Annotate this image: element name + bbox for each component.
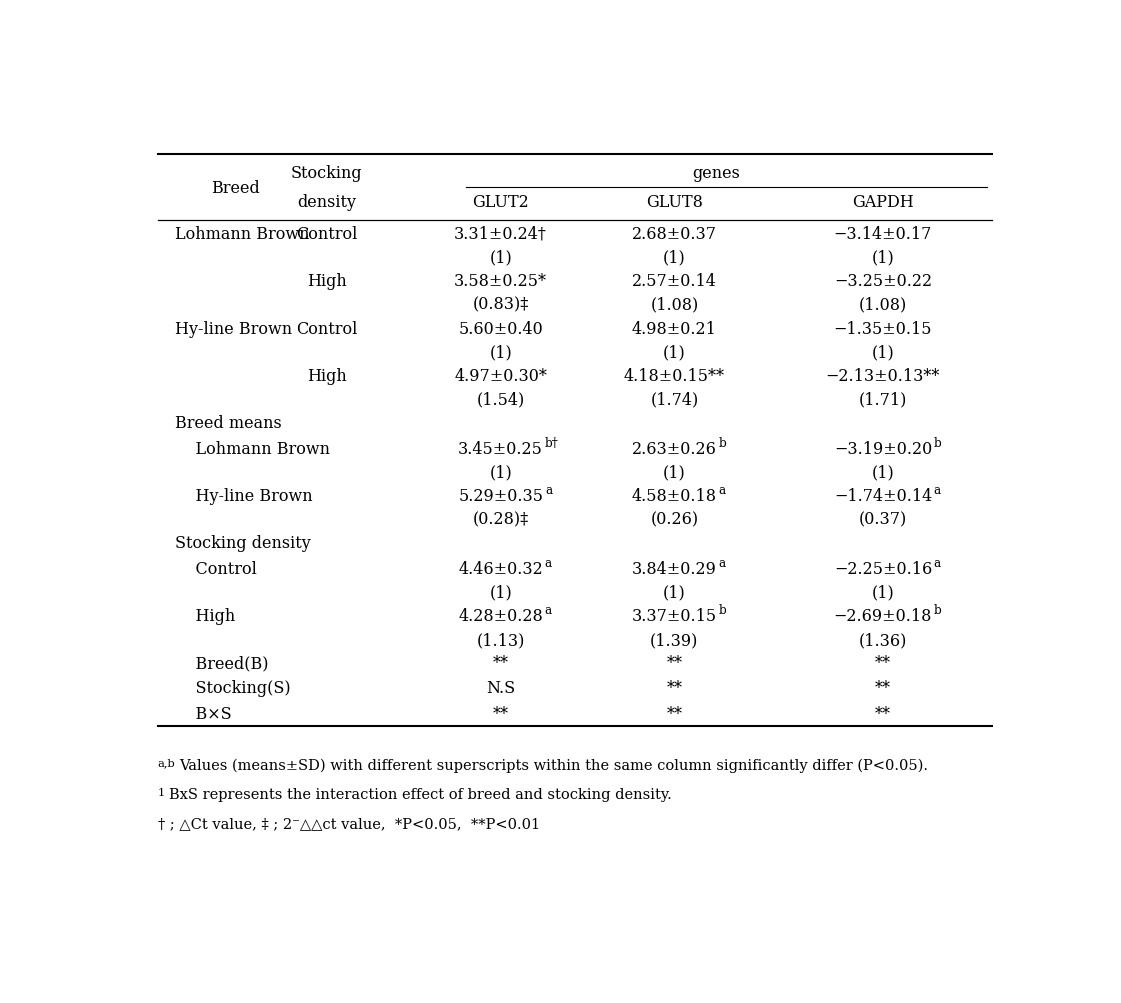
Text: B×S: B×S [175,705,232,722]
Text: Control: Control [296,320,358,337]
Text: (1.13): (1.13) [476,631,525,648]
Text: −3.25±0.22: −3.25±0.22 [834,273,932,290]
Text: b: b [719,436,726,449]
Text: a: a [719,483,725,496]
Text: (1): (1) [489,344,512,361]
Text: **: ** [874,705,891,722]
Text: BxS represents the interaction effect of breed and stocking density.: BxS represents the interaction effect of… [169,787,671,800]
Text: High: High [175,608,235,625]
Text: (1): (1) [871,344,895,361]
Text: (0.83)‡: (0.83)‡ [472,297,529,314]
Text: 4.46±0.32: 4.46±0.32 [458,561,543,578]
Text: Hy-line Brown: Hy-line Brown [175,487,313,505]
Text: 2.68±0.37: 2.68±0.37 [632,226,717,243]
Text: Control: Control [296,226,358,243]
Text: (1): (1) [489,464,512,480]
Text: −2.25±0.16: −2.25±0.16 [834,561,932,578]
Text: b: b [934,436,942,449]
Text: (1): (1) [871,464,895,480]
Text: −2.69±0.18: −2.69±0.18 [834,608,933,625]
Text: GLUT2: GLUT2 [472,194,529,211]
Text: (0.26): (0.26) [650,512,698,529]
Text: a,b: a,b [157,757,175,767]
Text: (0.37): (0.37) [859,512,907,529]
Text: (1): (1) [663,344,686,361]
Text: −3.14±0.17: −3.14±0.17 [834,226,933,243]
Text: 5.29±0.35: 5.29±0.35 [458,487,544,505]
Text: b†: b† [545,436,558,449]
Text: a: a [719,557,725,570]
Text: (1): (1) [489,584,512,601]
Text: a: a [545,483,552,496]
Text: 3.84±0.29: 3.84±0.29 [632,561,716,578]
Text: b: b [719,604,726,617]
Text: −3.19±0.20: −3.19±0.20 [834,440,932,457]
Text: 2.63±0.26: 2.63±0.26 [632,440,716,457]
Text: a: a [545,557,552,570]
Text: a: a [545,604,552,617]
Text: GLUT8: GLUT8 [646,194,703,211]
Text: b: b [934,604,942,617]
Text: density: density [297,194,356,211]
Text: **: ** [666,680,683,697]
Text: **: ** [874,680,891,697]
Text: 1: 1 [157,787,165,796]
Text: −1.35±0.15: −1.35±0.15 [834,320,933,337]
Text: (1): (1) [489,250,512,267]
Text: a: a [934,483,941,496]
Text: **: ** [492,654,509,671]
Text: −2.13±0.13**: −2.13±0.13** [826,367,941,384]
Text: (1): (1) [663,464,686,480]
Text: 3.58±0.25*: 3.58±0.25* [454,273,547,290]
Text: 4.58±0.18: 4.58±0.18 [632,487,717,505]
Text: Lohmann Brown: Lohmann Brown [175,440,330,457]
Text: 4.98±0.21: 4.98±0.21 [632,320,716,337]
Text: (0.28)‡: (0.28)‡ [473,512,529,529]
Text: 3.45±0.25: 3.45±0.25 [458,440,543,457]
Text: Breed: Breed [212,180,260,197]
Text: High: High [307,273,346,290]
Text: (1.74): (1.74) [650,391,698,408]
Text: 3.31±0.24†: 3.31±0.24† [454,226,547,243]
Text: Control: Control [175,561,257,578]
Text: (1.08): (1.08) [650,297,698,314]
Text: (1.54): (1.54) [476,391,525,408]
Text: High: High [307,367,346,384]
Text: −1.74±0.14: −1.74±0.14 [834,487,932,505]
Text: (1): (1) [871,250,895,267]
Text: 2.57±0.14: 2.57±0.14 [632,273,716,290]
Text: 5.60±0.40: 5.60±0.40 [458,320,543,337]
Text: genes: genes [692,165,740,182]
Text: **: ** [666,705,683,722]
Text: † ; △Ct value, ‡ ; 2⁻△△ct value,  *P<0.05,  **P<0.01: † ; △Ct value, ‡ ; 2⁻△△ct value, *P<0.05… [157,816,539,830]
Text: Stocking(S): Stocking(S) [175,680,290,697]
Text: 4.97±0.30*: 4.97±0.30* [454,367,547,384]
Text: (1.36): (1.36) [859,631,907,648]
Text: 4.28±0.28: 4.28±0.28 [458,608,543,625]
Text: Breed means: Breed means [175,414,281,431]
Text: Stocking: Stocking [291,165,363,182]
Text: Values (means±SD) with different superscripts within the same column significant: Values (means±SD) with different supersc… [179,757,928,772]
Text: N.S: N.S [487,680,516,697]
Text: **: ** [874,654,891,671]
Text: (1): (1) [663,584,686,601]
Text: **: ** [492,705,509,722]
Text: (1.39): (1.39) [650,631,698,648]
Text: Stocking density: Stocking density [175,535,311,552]
Text: Lohmann Brown: Lohmann Brown [175,226,309,243]
Text: 3.37±0.15: 3.37±0.15 [632,608,717,625]
Text: (1): (1) [663,250,686,267]
Text: (1.08): (1.08) [859,297,907,314]
Text: **: ** [666,654,683,671]
Text: 4.18±0.15**: 4.18±0.15** [624,367,725,384]
Text: Hy-line Brown: Hy-line Brown [175,320,291,337]
Text: a: a [934,557,941,570]
Text: GAPDH: GAPDH [852,194,914,211]
Text: Breed(B): Breed(B) [175,654,268,671]
Text: (1): (1) [871,584,895,601]
Text: (1.71): (1.71) [859,391,907,408]
